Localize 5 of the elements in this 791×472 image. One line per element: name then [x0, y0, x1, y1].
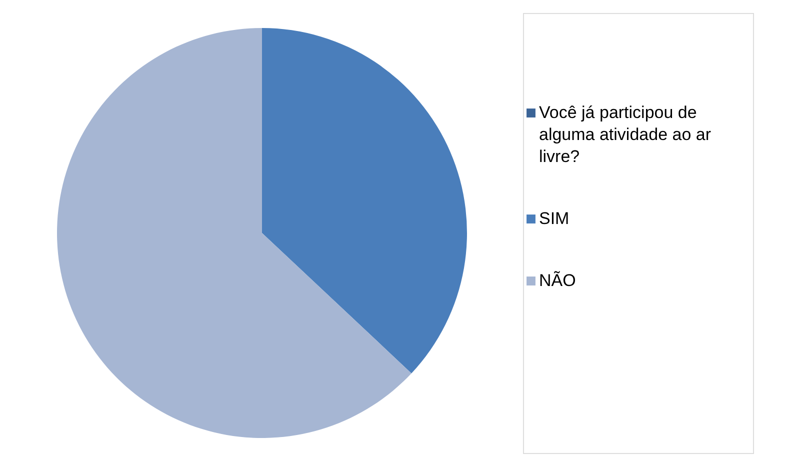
legend-label: SIM [539, 209, 570, 228]
legend-label: Você já participou de alguma atividade ao ar livre? [539, 103, 712, 166]
pie-slice [262, 28, 467, 374]
pie-slice [57, 28, 412, 438]
legend-label: NÃO [539, 271, 576, 290]
